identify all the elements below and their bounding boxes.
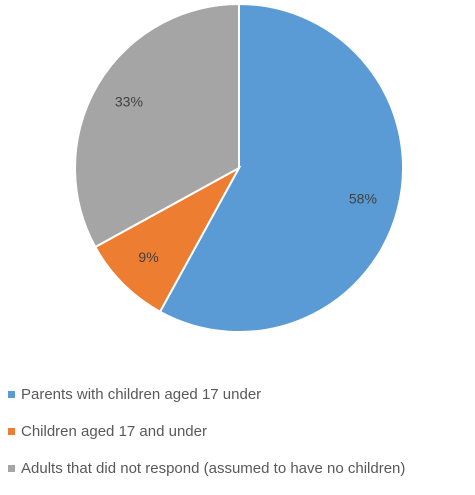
legend-label-parents: Parents with children aged 17 under [21,385,262,403]
legend-label-children: Children aged 17 and under [21,422,207,440]
legend-item-adults: Adults that did not respond (assumed to … [8,458,405,478]
data-label-parents: 58% [349,191,377,207]
data-label-children: 9% [138,249,158,265]
legend-label-adults: Adults that did not respond (assumed to … [21,459,406,477]
data-label-adults: 33% [115,94,143,110]
legend-item-children: Children aged 17 and under [8,421,405,441]
pie-slice-parents [158,2,404,333]
pie-slice-adults [74,2,240,249]
pie-chart: 58% 9% 33% [74,2,404,333]
legend: Parents with children aged 17 under Chil… [8,384,405,495]
legend-swatch-adults [8,464,15,472]
legend-swatch-parents [8,390,15,398]
legend-item-parents: Parents with children aged 17 under [8,384,405,404]
legend-swatch-children [8,427,15,435]
pie-slice-children [93,165,242,314]
